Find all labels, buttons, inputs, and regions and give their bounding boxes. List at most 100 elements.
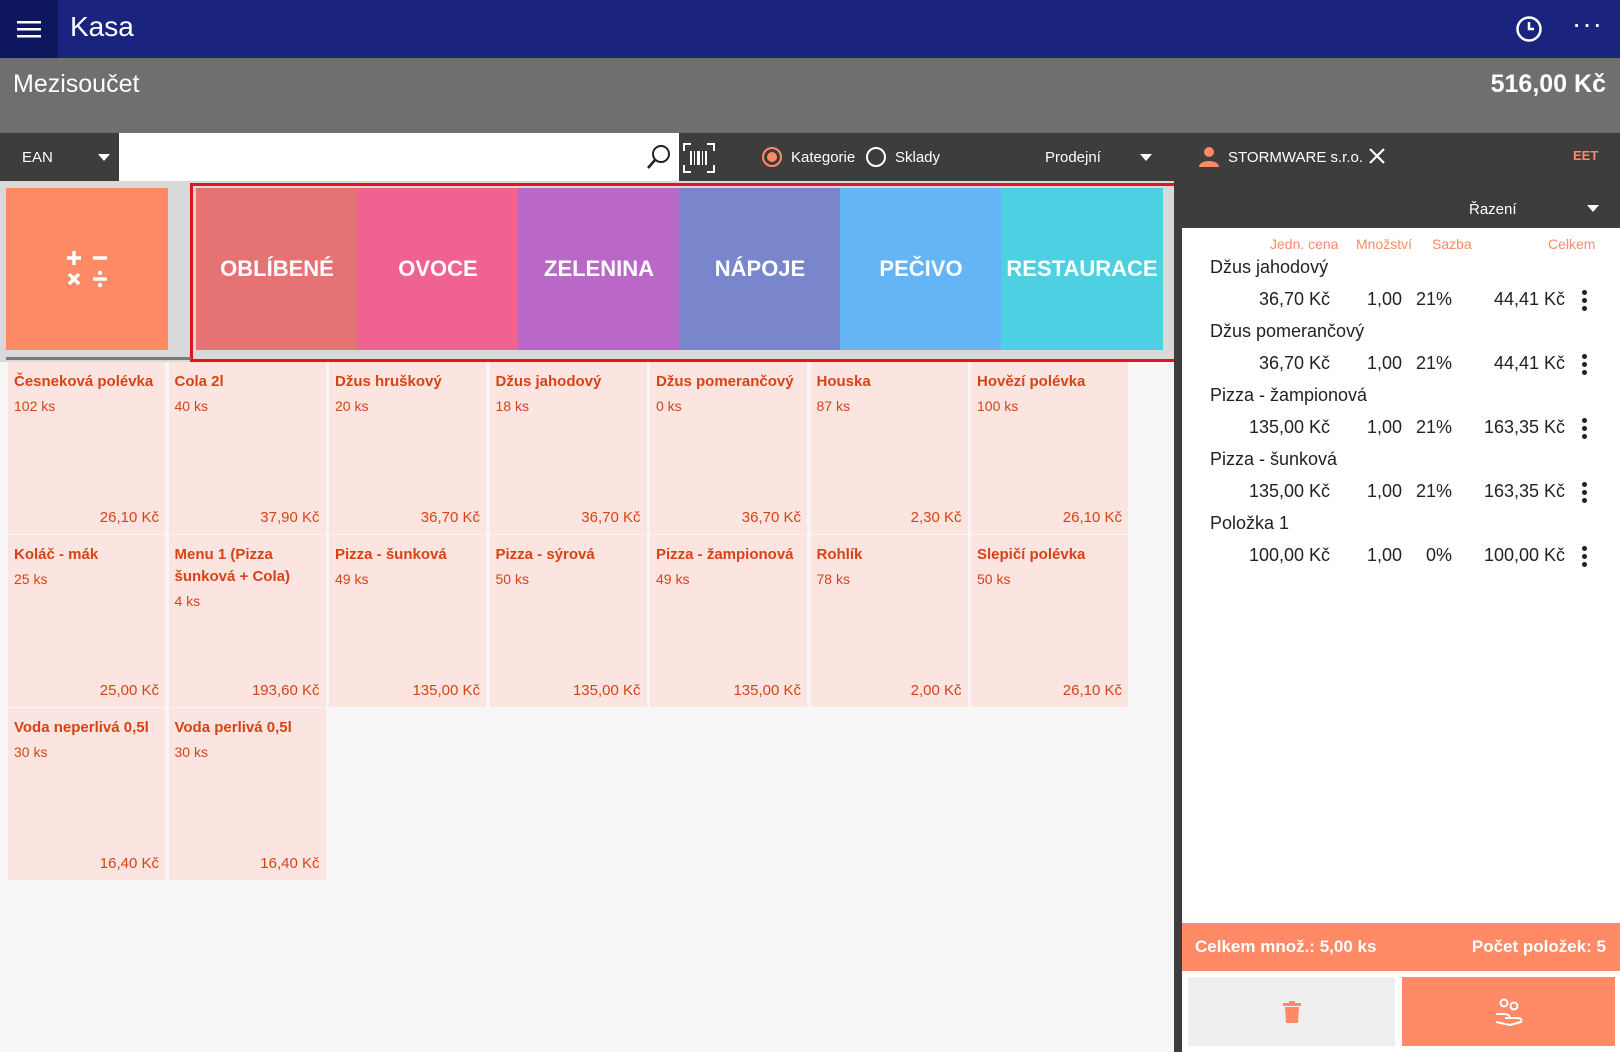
scroll-indicator [6,357,191,360]
receipt-item-unit-price: 135,00 Kč [1248,417,1330,437]
hamburger-menu-button[interactable] [0,0,58,58]
price-type-label: Prodejní [1045,148,1101,166]
category-tile[interactable]: NÁPOJE [679,188,841,350]
barcode-scan-icon[interactable] [683,143,715,173]
product-stock: 87 ks [816,398,850,414]
product-price: 36,70 Kč [741,509,801,526]
product-tile[interactable]: Džus hruškový 20 ks 36,70 Kč [329,362,486,534]
customer-name: STORMWARE s.r.o. [1228,148,1364,166]
category-tile[interactable]: OVOCE [357,188,519,350]
category-tile[interactable]: ZELENINA [518,188,680,350]
receipt-item-total: 44,41 Kč [1493,289,1565,309]
receipt-item-rate: 21% [1415,289,1452,309]
product-tile[interactable]: Česneková polévka 102 ks 26,10 Kč [8,362,165,534]
product-tile[interactable]: Džus jahodový 18 ks 36,70 Kč [489,362,647,534]
product-stock: 100 ks [977,398,1019,414]
receipt-item-total: 44,41 Kč [1493,353,1565,373]
product-tile[interactable]: Džus pomerančový 0 ks 36,70 Kč [650,362,807,534]
product-tile[interactable]: Pizza - šunková 49 ks 135,00 Kč [329,535,486,707]
product-price: 25,00 Kč [99,682,159,699]
product-stock: 25 ks [14,571,48,587]
product-name: Rohlík 78 ks [817,544,964,589]
close-icon[interactable] [1367,146,1387,166]
product-tile[interactable]: Koláč - mák 25 ks 25,00 Kč [8,535,165,707]
product-name: Voda neperlivá 0,5l 30 ks [14,717,161,762]
product-tile[interactable]: Menu 1 (Pizza šunková + Cola) 4 ks 193,60 … [168,535,326,707]
kebab-menu-icon[interactable] [1582,546,1590,570]
sort-bar: Řazení [1182,181,1620,228]
sort-dropdown[interactable]: Řazení [1469,201,1517,218]
search-icon[interactable] [645,143,673,171]
product-stock: 78 ks [816,571,850,587]
kebab-menu-icon[interactable] [1582,290,1590,314]
code-type-label: EAN [22,148,53,166]
kebab-menu-icon[interactable] [1582,354,1590,378]
product-name-text: Hovězí polévka [977,373,1086,390]
product-price: 2,30 Kč [910,509,962,526]
product-name: Hovězí polévka 100 ks [977,371,1124,416]
search-input[interactable] [119,133,679,181]
product-stock: 30 ks [174,744,208,760]
product-price: 16,40 Kč [260,855,320,872]
price-type-dropdown[interactable]: Prodejní [1045,133,1155,181]
receipt-item-name: Položka 1 [1210,513,1290,533]
product-tile[interactable]: Pizza - žampionová 49 ks 135,00 Kč [650,535,807,707]
radio-warehouses[interactable]: Sklady [866,133,940,181]
category-label: OVOCE [398,256,478,281]
payment-button[interactable] [1402,977,1615,1046]
product-tile[interactable]: Houska 87 ks 2,30 Kč [810,362,968,534]
product-stock: 102 ks [14,398,56,414]
product-name: Slepičí polévka 50 ks [977,544,1124,589]
product-tile[interactable]: Cola 2l 40 ks 37,90 Kč [168,362,326,534]
receipt-item-rate: 21% [1415,353,1452,373]
product-tile[interactable]: Rohlík 78 ks 2,00 Kč [810,535,968,707]
product-stock: 30 ks [14,744,48,760]
category-tile[interactable]: RESTAURACE [1001,188,1163,350]
product-tile[interactable]: Pizza - sýrová 50 ks 135,00 Kč [489,535,647,707]
category-tile[interactable]: PEČIVO [840,188,1002,350]
product-name-text: Menu 1 (Pizza šunková + Cola) [174,546,290,585]
product-price: 36,70 Kč [581,509,641,526]
product-price: 16,40 Kč [99,855,159,872]
product-tile[interactable]: Hovězí polévka 100 ks 26,10 Kč [971,362,1128,534]
product-tile[interactable]: Voda neperlivá 0,5l 30 ks 16,40 Kč [8,708,165,880]
receipt-panel: Řazení Jedn. cena Množství Sazba Celkem … [1182,181,1620,1052]
receipt-item-rate: 21% [1415,417,1452,437]
product-name-text: Česneková polévka [14,373,154,390]
product-name-text: Cola 2l [174,373,224,390]
product-price: 26,10 Kč [99,509,159,526]
total-quantity: Celkem množ.: 5,00 ks [1195,937,1377,956]
delete-button[interactable] [1188,977,1395,1046]
panel-divider [1174,181,1182,1052]
calculator-button[interactable] [6,188,168,350]
kebab-menu-icon[interactable] [1582,418,1590,442]
category-label: ZELENINA [544,256,654,281]
receipt-item-name: Džus jahodový [1210,257,1329,277]
product-stock: 49 ks [335,571,369,587]
product-name: Koláč - mák 25 ks [14,544,161,589]
app-title: Kasa [70,11,134,42]
more-options-icon[interactable]: ··· [1572,8,1603,39]
product-stock: 4 ks [174,593,201,609]
radio-categories[interactable]: Kategorie [762,133,855,181]
kebab-menu-icon[interactable] [1582,482,1590,506]
receipt-item-name: Pizza - šunková [1210,449,1338,469]
receipt-item-unit-price: 36,70 Kč [1258,353,1330,373]
radio-warehouses-label: Sklady [895,148,941,166]
receipt-item-quantity: 1,00 [1366,417,1402,437]
clock-icon[interactable] [1515,15,1543,43]
category-tile[interactable]: OBLÍBENÉ [196,188,358,350]
product-tile[interactable]: Voda perlivá 0,5l 30 ks 16,40 Kč [168,708,326,880]
customer-selector[interactable]: STORMWARE s.r.o. [1198,133,1363,181]
product-tile[interactable]: Slepičí polévka 50 ks 26,10 Kč [971,535,1128,707]
product-name: Cola 2l 40 ks [175,371,322,416]
product-name-text: Džus jahodový [495,373,602,390]
receipt-item-quantity: 1,00 [1366,545,1402,565]
receipt-item-quantity: 1,00 [1366,353,1402,373]
code-type-dropdown[interactable]: EAN [0,133,118,181]
receipt-summary: Celkem množ.: 5,00 ks Počet položek: 5 [1182,923,1620,971]
eet-label[interactable]: EET [1573,148,1599,163]
product-name-text: Džus pomerančový [656,373,794,390]
chevron-down-icon[interactable] [1587,205,1599,212]
